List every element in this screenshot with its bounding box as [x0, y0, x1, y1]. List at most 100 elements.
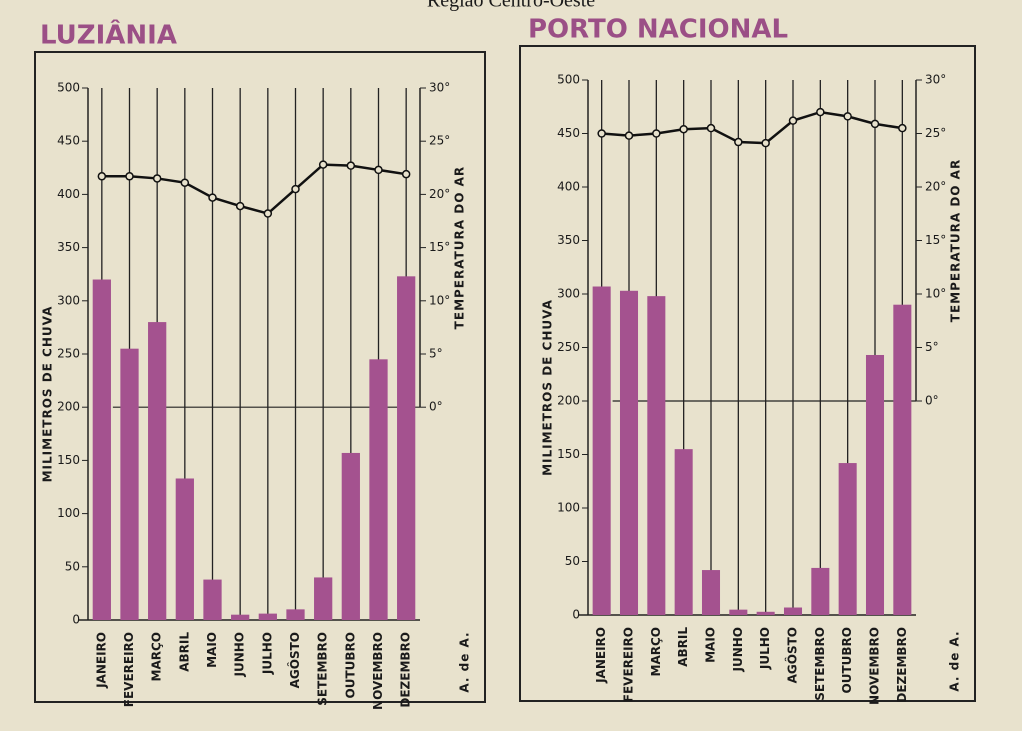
- x-tick-label: MARÇO: [649, 627, 663, 676]
- bar: [176, 478, 194, 620]
- y2-tick-label: 5°: [925, 340, 939, 354]
- bar: [866, 355, 884, 615]
- y2-tick-label: 30°: [429, 81, 450, 95]
- x-tick-label: ABRIL: [177, 632, 191, 672]
- y-tick-label: 400: [557, 180, 580, 194]
- temperature-point: [653, 130, 660, 137]
- x-tick-label: OUTUBRO: [840, 627, 854, 693]
- x-tick-label: OUTUBRO: [343, 632, 357, 698]
- temperature-point: [375, 166, 382, 173]
- temperature-point: [899, 125, 906, 132]
- temperature-point: [817, 109, 824, 116]
- bar: [231, 615, 249, 620]
- bar: [93, 280, 111, 620]
- temperature-point: [98, 173, 105, 180]
- x-tick-label: JULHO: [758, 627, 772, 670]
- temperature-point: [292, 186, 299, 193]
- y-axis-label: MILIMETROS DE CHUVA: [541, 299, 555, 476]
- x-tick-label: JUNHO: [731, 627, 745, 673]
- y2-axis-label: TEMPERATURA DO AR: [949, 159, 963, 322]
- temperature-point: [680, 126, 687, 133]
- bar: [729, 610, 747, 615]
- x-tick-label: FEVEREIRO: [622, 627, 636, 702]
- y-tick-label: 100: [557, 501, 580, 515]
- y2-tick-label: 25°: [429, 134, 450, 148]
- bar: [593, 287, 611, 615]
- temperature-point: [626, 132, 633, 139]
- signature: A. de A.: [458, 631, 472, 692]
- y2-tick-label: 0°: [429, 400, 443, 414]
- y-tick-label: 150: [557, 447, 580, 461]
- x-tick-label: JANEIRO: [594, 627, 608, 684]
- y-axis-label: MILIMETROS DE CHUVA: [41, 306, 55, 483]
- x-tick-label: AGÔSTO: [785, 627, 800, 683]
- y2-tick-label: 15°: [429, 240, 450, 254]
- y-tick-label: 300: [557, 287, 580, 301]
- y2-tick-label: 25°: [925, 126, 946, 140]
- y-tick-label: 400: [57, 187, 80, 201]
- temperature-point: [154, 175, 161, 182]
- temperature-point: [209, 194, 216, 201]
- x-tick-label: SETEMBRO: [316, 632, 330, 706]
- temperature-point: [237, 203, 244, 210]
- x-tick-label: SETEMBRO: [813, 627, 827, 701]
- y-tick-label: 500: [557, 73, 580, 87]
- bar: [620, 291, 638, 615]
- temperature-point: [708, 125, 715, 132]
- y2-tick-label: 20°: [429, 187, 450, 201]
- bar: [675, 449, 693, 615]
- bar: [397, 276, 415, 620]
- bar: [203, 580, 221, 620]
- y-tick-label: 150: [57, 453, 80, 467]
- temperature-point: [126, 173, 133, 180]
- y-tick-label: 300: [57, 293, 80, 307]
- y-tick-label: 100: [57, 506, 80, 520]
- bar: [286, 609, 304, 620]
- x-tick-label: JANEIRO: [94, 632, 108, 689]
- chart-title: PORTO NACIONAL: [528, 15, 788, 45]
- y-tick-label: 450: [557, 126, 580, 140]
- x-tick-label: JULHO: [260, 632, 274, 675]
- y2-tick-label: 15°: [925, 233, 946, 247]
- y-tick-label: 50: [565, 554, 580, 568]
- x-tick-label: MARÇO: [150, 632, 164, 681]
- y-tick-label: 350: [57, 240, 80, 254]
- temperature-point: [598, 130, 605, 137]
- bar: [120, 349, 138, 620]
- page: Região Centro-Oeste LUZIÂNIA050100150200…: [0, 0, 1022, 731]
- temperature-point: [320, 161, 327, 168]
- y-tick-label: 0: [72, 613, 80, 627]
- bar: [148, 322, 166, 620]
- x-tick-label: FEVEREIRO: [122, 632, 136, 707]
- x-tick-label: MAIO: [704, 627, 718, 663]
- x-tick-label: MAIO: [205, 632, 219, 668]
- temperature-point: [403, 171, 410, 178]
- temperature-point: [844, 113, 851, 120]
- y2-tick-label: 10°: [429, 293, 450, 307]
- temperature-point: [347, 162, 354, 169]
- bar: [702, 570, 720, 615]
- bar: [811, 568, 829, 615]
- y-tick-label: 250: [57, 347, 80, 361]
- bar: [259, 614, 277, 620]
- signature: A. de A.: [948, 630, 962, 691]
- temperature-point: [735, 139, 742, 146]
- chart-title: LUZIÂNIA: [40, 19, 177, 51]
- bar: [314, 577, 332, 620]
- y-tick-label: 250: [557, 340, 580, 354]
- x-tick-label: NOVEMBRO: [868, 627, 882, 705]
- y2-tick-label: 30°: [925, 73, 946, 87]
- temperature-point: [872, 120, 879, 127]
- temperature-point: [264, 210, 271, 217]
- y-tick-label: 500: [57, 81, 80, 95]
- x-tick-label: NOVEMBRO: [371, 632, 385, 710]
- y2-axis-label: TEMPERATURA DO AR: [453, 166, 467, 329]
- y-tick-label: 50: [65, 559, 80, 573]
- bar: [893, 305, 911, 615]
- y2-tick-label: 10°: [925, 287, 946, 301]
- x-tick-label: DEZEMBRO: [895, 627, 909, 703]
- x-tick-label: JUNHO: [233, 632, 247, 678]
- y-tick-label: 350: [557, 233, 580, 247]
- x-tick-label: AGÔSTO: [287, 632, 302, 688]
- y2-tick-label: 5°: [429, 347, 443, 361]
